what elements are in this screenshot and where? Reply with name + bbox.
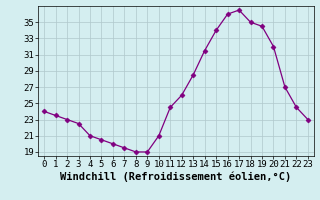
X-axis label: Windchill (Refroidissement éolien,°C): Windchill (Refroidissement éolien,°C) [60,172,292,182]
